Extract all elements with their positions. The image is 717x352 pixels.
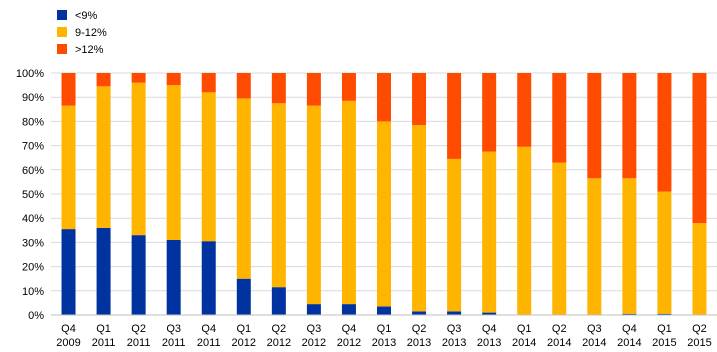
y-tick-label: 20% bbox=[22, 262, 44, 274]
legend-swatch bbox=[57, 44, 67, 54]
bar-segment bbox=[517, 147, 531, 315]
bar-segment bbox=[167, 85, 181, 240]
bar-segment bbox=[412, 311, 426, 315]
legend-swatch bbox=[57, 10, 67, 20]
bar-segment bbox=[342, 101, 356, 304]
bar-segment bbox=[447, 73, 461, 159]
bar-segment bbox=[237, 73, 251, 98]
bar-segment bbox=[377, 121, 391, 306]
bar-segment bbox=[692, 73, 706, 223]
bar-segment bbox=[167, 73, 181, 85]
bar-segment bbox=[377, 73, 391, 121]
bar-segment bbox=[62, 106, 76, 229]
bar-segment bbox=[482, 73, 496, 152]
bar-segment bbox=[622, 73, 636, 178]
y-tick-label: 60% bbox=[22, 165, 44, 177]
bar-segment bbox=[447, 311, 461, 315]
chart-legend: <9% 9-12% >12% bbox=[57, 10, 107, 56]
y-tick-label: 100% bbox=[16, 68, 44, 80]
legend-label: >12% bbox=[75, 44, 104, 56]
legend-label: 9-12% bbox=[75, 27, 107, 39]
bar-segment bbox=[692, 223, 706, 315]
y-axis-ticks: 0% 10% 20% 30% 40% 50% 60% 70% 80% 90% 100% bbox=[16, 68, 44, 322]
bar-segment bbox=[272, 103, 286, 287]
bar-segment bbox=[202, 241, 216, 315]
bar-segment bbox=[307, 106, 321, 304]
x-tick-label: Q3 2013 bbox=[442, 323, 466, 349]
bar-segment bbox=[132, 83, 146, 235]
legend-swatch bbox=[57, 27, 67, 37]
x-tick-label: Q1 2011 bbox=[92, 323, 116, 349]
bar-segment bbox=[377, 307, 391, 315]
x-tick-label: Q4 2012 bbox=[337, 323, 361, 349]
bar-segment bbox=[342, 73, 356, 101]
bar-segment bbox=[237, 98, 251, 278]
x-tick-label: Q3 2012 bbox=[302, 323, 326, 349]
bar-segment bbox=[202, 73, 216, 92]
x-tick-label: Q3 2011 bbox=[162, 323, 186, 349]
x-tick-label: Q2 2012 bbox=[267, 323, 291, 349]
bar-segment bbox=[587, 178, 601, 315]
bar-segment bbox=[587, 73, 601, 178]
bar-segment bbox=[97, 73, 111, 86]
bar-segment bbox=[97, 86, 111, 228]
bar-segment bbox=[552, 73, 566, 163]
x-tick-label: Q4 2009 bbox=[56, 323, 80, 349]
y-tick-label: 80% bbox=[22, 116, 44, 128]
x-tick-label: Q2 2011 bbox=[127, 323, 151, 349]
x-tick-label: Q2 2014 bbox=[547, 323, 571, 349]
bar-segment bbox=[517, 73, 531, 147]
y-tick-label: 50% bbox=[22, 189, 44, 201]
bar-segment bbox=[622, 178, 636, 314]
y-tick-label: 90% bbox=[22, 92, 44, 104]
x-tick-label: Q3 2014 bbox=[582, 323, 606, 349]
x-tick-label: Q2 2013 bbox=[407, 323, 431, 349]
bar-segment bbox=[307, 73, 321, 106]
bar-segment bbox=[412, 125, 426, 311]
x-tick-label: Q2 2015 bbox=[687, 323, 711, 349]
bar-segment bbox=[272, 73, 286, 103]
x-tick-label: Q4 2014 bbox=[617, 323, 641, 349]
bar-segment bbox=[482, 152, 496, 313]
bar-segment bbox=[132, 73, 146, 83]
bar-segment bbox=[62, 73, 76, 106]
y-tick-label: 40% bbox=[22, 213, 44, 225]
x-tick-label: Q4 2013 bbox=[477, 323, 501, 349]
x-tick-label: Q1 2012 bbox=[232, 323, 256, 349]
y-tick-label: 30% bbox=[22, 237, 44, 249]
x-tick-label: Q4 2011 bbox=[197, 323, 221, 349]
bar-segment bbox=[167, 240, 181, 315]
bar-segment bbox=[412, 73, 426, 125]
bar-segment bbox=[657, 192, 671, 314]
bar-segment bbox=[552, 163, 566, 315]
bar-segment bbox=[132, 235, 146, 315]
x-tick-label: Q1 2015 bbox=[652, 323, 676, 349]
bar-segment bbox=[342, 304, 356, 315]
y-tick-label: 0% bbox=[28, 310, 44, 322]
bar-segment bbox=[97, 228, 111, 315]
bar-segment bbox=[202, 92, 216, 241]
x-tick-label: Q1 2013 bbox=[372, 323, 396, 349]
y-tick-label: 70% bbox=[22, 141, 44, 153]
y-tick-label: 10% bbox=[22, 286, 44, 298]
bar-segment bbox=[272, 287, 286, 315]
bar-segment bbox=[62, 229, 76, 315]
bar-segment bbox=[307, 304, 321, 315]
legend-label: <9% bbox=[75, 10, 98, 22]
bar-segment bbox=[447, 159, 461, 311]
bar-segment bbox=[237, 279, 251, 315]
x-axis-ticks: Q4 2009 Q1 2011 Q2 2011 Q3 2011 Q4 2011 Q1 2012 Q2 20… bbox=[56, 323, 711, 349]
bar-segment bbox=[657, 73, 671, 192]
x-tick-label: Q1 2014 bbox=[512, 323, 536, 349]
